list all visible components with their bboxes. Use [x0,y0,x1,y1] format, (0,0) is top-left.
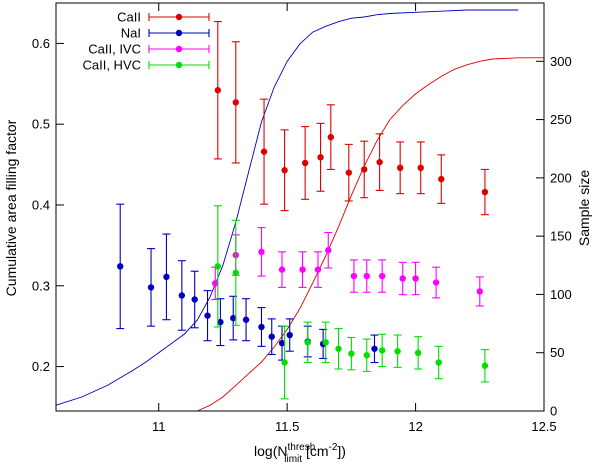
x-label-close: ]) [337,443,346,459]
x-label-prefix: log(N [254,443,287,459]
data-point [304,339,311,346]
y2-axis-label: Sample size [576,170,592,246]
data-point [178,292,186,299]
legend-label: NaI [121,26,141,41]
data-point [258,323,265,331]
data-point [435,359,442,366]
x-label-subscript: limit [284,454,302,464]
y-tick-label: 0.3 [32,278,50,293]
data-point [363,352,370,359]
y-tick-label: 0.6 [32,36,50,51]
data-point [481,188,489,196]
y-tick-label: 0.2 [32,359,50,374]
data-point [322,339,329,346]
data-point [242,316,250,323]
data-point [476,288,483,295]
y2-tick-label: 100 [550,287,572,302]
y2-tick-label: 300 [550,54,572,69]
data-point [417,164,424,172]
x-axis-label: log(Nthresh limit [cm-2]) [254,442,346,464]
data-point [335,345,342,352]
x-tick-label: 12.5 [531,419,556,434]
series-1 [116,203,379,364]
data-point [281,167,288,174]
data-point [325,247,332,254]
legend-label: CaII, IVC [88,42,141,57]
data-point [327,133,335,141]
data-point [214,263,222,270]
data-point [147,284,155,291]
data-point [345,169,352,176]
data-point [399,275,406,282]
plot-frame [55,2,545,412]
data-point [438,175,445,183]
x-label-suffix: [cm [302,443,328,459]
data-point [361,166,368,173]
legend-marker [175,29,183,37]
data-point [268,333,275,340]
sample-size-curve-1 [197,57,544,412]
y2-tick-label: 0 [550,404,557,419]
data-point [378,272,386,280]
x-tick-label: 11.5 [275,419,299,434]
x-tick-label: 12 [408,419,422,434]
data-point [481,362,489,369]
data-point [204,312,211,319]
y-tick-label: 0.4 [32,197,50,212]
series-0 [213,21,489,216]
legend-label: CaII, HVC [82,58,141,73]
axes: 11 11.5 12 12.5 0.2 0.3 0.4 0.5 0.6 0 50 100 150 200 2… [32,3,572,434]
data-point [191,296,198,303]
data-point [117,263,124,270]
data-point [301,159,309,167]
data-point [212,280,219,287]
data-point [412,275,419,282]
legend-marker [175,45,183,53]
data-point [260,148,268,155]
data-point [278,339,286,347]
data-point [258,248,265,256]
data-point [281,359,288,366]
data-point [230,314,237,322]
data-point [299,266,306,273]
sample-size-curve-0 [55,9,519,406]
data-point [376,158,383,166]
sample-size-curves [55,9,544,412]
y2-tick-label: 50 [550,345,564,360]
y2-tick-label: 200 [550,170,572,185]
data-point [163,273,170,281]
data-point [432,279,440,286]
y2-tick-label: 150 [550,229,572,244]
y2-tick-label: 250 [550,112,572,127]
data-point [217,318,224,326]
data-point [278,266,286,273]
x-label-unit-exponent: -2 [329,442,338,453]
series-3 [213,205,489,400]
data-point [363,272,370,280]
y-tick-label: 0.5 [32,117,50,132]
data-point [396,164,404,172]
data-point [232,269,239,277]
data-point [317,154,324,161]
data-point [214,87,222,94]
data-point [314,266,322,273]
data-point [232,99,239,106]
legend-marker [175,13,183,21]
y-axis-label: Cumulative area filling factor [3,119,19,296]
legend-marker [175,61,183,69]
x-label-superscript: thresh [287,442,315,453]
data-point [350,272,358,280]
data-point [414,349,422,357]
data-point [378,347,386,354]
x-tick-label: 11 [152,419,166,434]
data-point [394,348,401,355]
data-point [286,331,293,339]
data-series [116,21,489,400]
legend-label: CaII [117,10,141,25]
data-point [371,345,378,352]
data-point [348,350,355,357]
series-2 [211,227,484,307]
